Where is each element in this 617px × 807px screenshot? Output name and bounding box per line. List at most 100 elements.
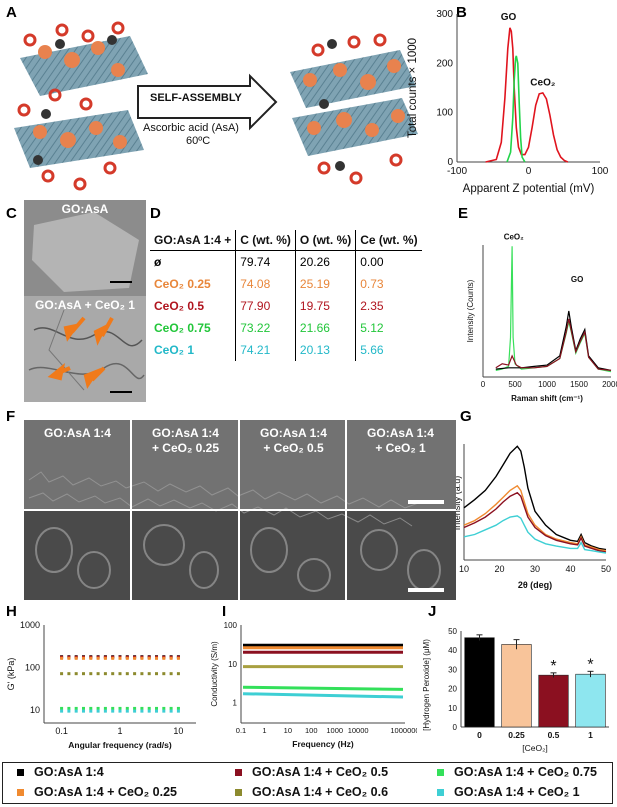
self-assembly-arrow xyxy=(137,73,278,131)
data-point xyxy=(140,672,144,676)
x-tick-label: 0.5 xyxy=(548,730,560,740)
data-point xyxy=(96,656,100,660)
series-line xyxy=(463,491,607,553)
x-tick-label: 2000 xyxy=(602,380,617,389)
series-markers xyxy=(60,656,180,660)
legend-item: GO:AsA 1:4 + CeO₂ 0.25 xyxy=(17,785,177,799)
data-point xyxy=(155,656,159,660)
tem-image-panel: GO:AsA GO:AsA + CeO₂ 1 xyxy=(24,200,146,402)
panel-label-c: C xyxy=(6,205,17,222)
y-axis-title: Intensity (a.u) xyxy=(456,476,462,531)
data-point xyxy=(67,706,71,710)
table-cell-c: 77.90 xyxy=(235,295,296,317)
data-point xyxy=(147,656,151,660)
oxygen-groups xyxy=(17,21,403,191)
x-tick-label: 100 xyxy=(592,166,609,177)
x-tick-label: 0 xyxy=(526,166,532,177)
y-tick-label: 100 xyxy=(25,663,40,673)
y-tick-label: 200 xyxy=(436,58,453,69)
legend-swatch xyxy=(235,789,242,797)
data-point xyxy=(162,706,166,710)
annotation-go: GO xyxy=(501,12,517,23)
series-line xyxy=(506,55,526,163)
legend-swatch xyxy=(17,789,24,797)
data-point xyxy=(133,656,137,660)
x-tick-label: 0.1 xyxy=(55,726,68,736)
y-tick-label: 50 xyxy=(448,627,457,636)
data-point xyxy=(89,656,93,660)
annotation-ceo2: CeO₂ xyxy=(504,233,524,242)
y-tick-label: 20 xyxy=(448,685,457,694)
data-point xyxy=(60,709,64,713)
bar xyxy=(501,644,532,728)
x-tick-label: 10 xyxy=(173,726,183,736)
legend-item: GO:AsA 1:4 + CeO₂ 0.6 xyxy=(235,785,388,799)
sem-texture xyxy=(24,420,456,600)
x-tick-label: -100 xyxy=(447,166,467,177)
data-point xyxy=(111,706,115,710)
table-row: CeO₂ 0.25 74.08 25.19 0.73 xyxy=(150,273,422,295)
table-cell-ce: 5.66 xyxy=(355,339,422,361)
data-point xyxy=(176,709,180,713)
carbon-groups xyxy=(33,35,345,171)
data-point xyxy=(67,709,71,713)
panel-label-b: B xyxy=(456,4,467,21)
series-line xyxy=(463,515,607,554)
data-point xyxy=(140,656,144,660)
y-axis-title: [Hydrogen Peroxide] (μM) xyxy=(422,639,431,731)
x-axis-title: 2θ (deg) xyxy=(518,580,552,590)
composition-table-wrap: GO:AsA 1:4 + C (wt. %) O (wt. %) Ce (wt.… xyxy=(150,230,422,361)
data-point xyxy=(74,706,78,710)
bar xyxy=(464,637,495,728)
x-tick-label: 10000 xyxy=(348,726,369,735)
legend-item: GO:AsA 1:4 + CeO₂ 0.75 xyxy=(437,765,597,779)
table-row: ø 79.74 20.26 0.00 xyxy=(150,250,422,273)
x-tick-label: 0.1 xyxy=(236,726,246,735)
legend-swatch xyxy=(437,789,444,797)
table-cell-label: CeO₂ 0.75 xyxy=(154,321,211,335)
data-point xyxy=(96,706,100,710)
table-cell-o: 20.13 xyxy=(294,339,356,361)
data-point xyxy=(111,672,115,676)
tem-bottom-label: GO:AsA + CeO₂ 1 xyxy=(35,298,135,312)
y-tick-label: 10 xyxy=(30,705,40,715)
legend-swatch xyxy=(17,769,24,777)
data-point xyxy=(147,672,151,676)
x-tick-label: 0.25 xyxy=(508,730,525,740)
table-header-o: O (wt. %) xyxy=(294,230,356,251)
y-tick-label: 100 xyxy=(224,621,238,630)
tem-top-label: GO:AsA xyxy=(61,202,109,216)
x-axis-title: Frequency (Hz) xyxy=(292,739,354,749)
data-point xyxy=(103,706,107,710)
x-tick-label: 40 xyxy=(565,564,575,574)
data-point xyxy=(60,656,64,660)
legend-item: GO:AsA 1:4 xyxy=(17,765,104,779)
significance-marker: * xyxy=(587,656,593,673)
y-axis-title: Total counts × 1000 xyxy=(407,38,419,138)
ceria-particles xyxy=(33,41,405,149)
table-cell-label: CeO₂ 0.5 xyxy=(154,299,205,313)
condition-temperature: 60ºC xyxy=(186,135,211,147)
x-tick-label: 500 xyxy=(508,380,522,389)
data-point xyxy=(103,709,107,713)
data-point xyxy=(60,706,64,710)
table-cell-o: 25.19 xyxy=(294,273,356,295)
table-cell-ce: 2.35 xyxy=(355,295,422,317)
graphene-sheets-right xyxy=(290,50,418,156)
graphene-sheets-left xyxy=(14,36,148,168)
table-cell-o: 21.66 xyxy=(294,317,356,339)
sem-column-label: GO:AsA 1:4 + CeO₂ 0.25 xyxy=(151,426,220,455)
x-tick-label: 1 xyxy=(117,726,122,736)
y-tick-label: 0 xyxy=(453,723,458,732)
data-point xyxy=(81,706,85,710)
y-axis-title: G' (kPa) xyxy=(6,658,16,691)
sem-image-grid: GO:AsA 1:4 GO:AsA 1:4 + CeO₂ 0.25 GO:AsA 1… xyxy=(24,420,456,600)
data-point xyxy=(169,672,173,676)
data-point xyxy=(140,706,144,710)
data-point xyxy=(133,672,137,676)
table-header-ce: Ce (wt. %) xyxy=(355,230,422,251)
legend-swatch xyxy=(437,769,444,777)
sem-column-label: GO:AsA 1:4 + CeO₂ 0.5 xyxy=(260,426,327,455)
data-point xyxy=(118,656,122,660)
